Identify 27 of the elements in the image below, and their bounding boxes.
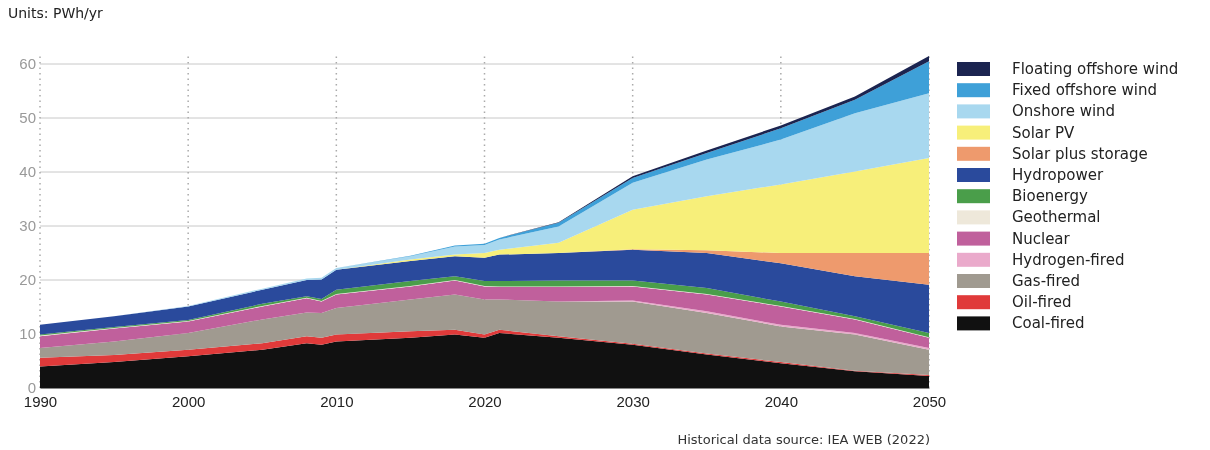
y-tick-label: 30 [19,217,36,235]
legend-label: Nuclear [1012,229,1071,248]
legend-label: Solar PV [1012,123,1076,142]
legend-label: Oil-fired [1012,293,1072,312]
y-tick-label: 20 [19,271,36,289]
legend-label: Bioenergy [1012,187,1089,206]
x-tick-label: 2000 [171,392,206,410]
y-tick-label: 60 [19,55,36,73]
legend-label: Gas-fired [1012,272,1081,290]
text: Historical data source: IEA WEB (2022) [677,432,930,447]
y-tick-label: 10 [19,325,36,343]
legend-label: Fixed offshore wind [1012,81,1157,100]
legend-label: Coal-fired [1012,314,1085,333]
legend-label: Floating offshore wind [1012,60,1179,78]
y-tick-label: 40 [19,163,36,181]
legend-label: Geothermal [1012,208,1101,227]
x-tick-label: 2030 [616,392,650,410]
x-tick-label: 2010 [320,392,354,410]
y-tick-label: 50 [19,109,36,127]
legend-label: Solar plus storage [1012,144,1148,163]
legend-label: Onshore wind [1012,102,1116,121]
x-tick-label: 2040 [764,392,799,410]
x-tick-label: 2050 [912,392,947,410]
x-tick-label: 2020 [468,392,502,410]
legend-label: Hydrogen-fired [1012,250,1125,269]
legend-label: Hydropower [1012,166,1104,184]
y-axis-title: Units: PWh/yr [8,5,104,21]
